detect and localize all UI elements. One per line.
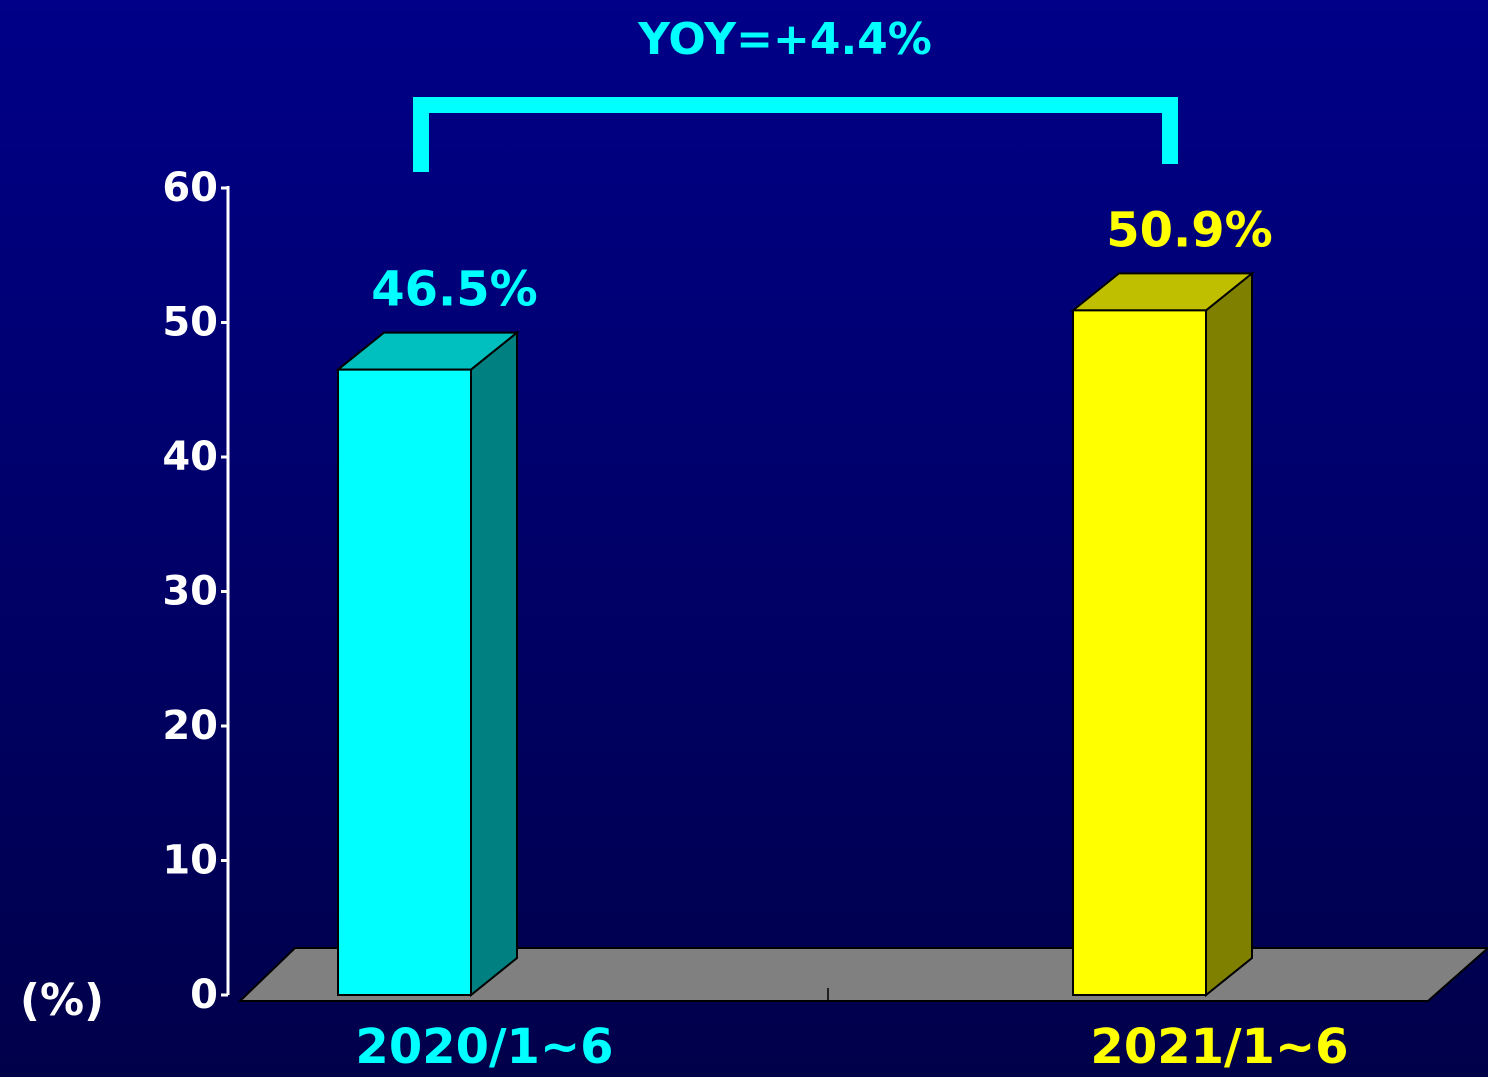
- annotation: YOY=+4.4%: [637, 14, 932, 65]
- y-axis-label: (%): [20, 975, 104, 1026]
- y-tick-label: 30: [162, 569, 218, 615]
- x-tick-label: 2021/1~6: [1090, 1019, 1348, 1075]
- y-tick-label: 40: [162, 434, 218, 480]
- x-tick-label: 2020/1~6: [355, 1019, 613, 1075]
- y-tick-label: 60: [162, 165, 218, 211]
- y-tick-label: 50: [162, 300, 218, 346]
- yoy-bracket: [413, 97, 1178, 172]
- y-tick-label: 0: [190, 972, 218, 1018]
- value-label: 50.9%: [1106, 202, 1273, 258]
- bar: [335, 330, 520, 998]
- bar-side: [470, 330, 518, 998]
- y-tick-label: 20: [162, 703, 218, 749]
- bar-side: [1205, 271, 1253, 998]
- bar: [1070, 271, 1255, 998]
- bar-front: [1072, 309, 1207, 996]
- bar-front: [337, 368, 472, 996]
- y-tick-label: 10: [162, 838, 218, 884]
- value-label: 46.5%: [371, 262, 538, 318]
